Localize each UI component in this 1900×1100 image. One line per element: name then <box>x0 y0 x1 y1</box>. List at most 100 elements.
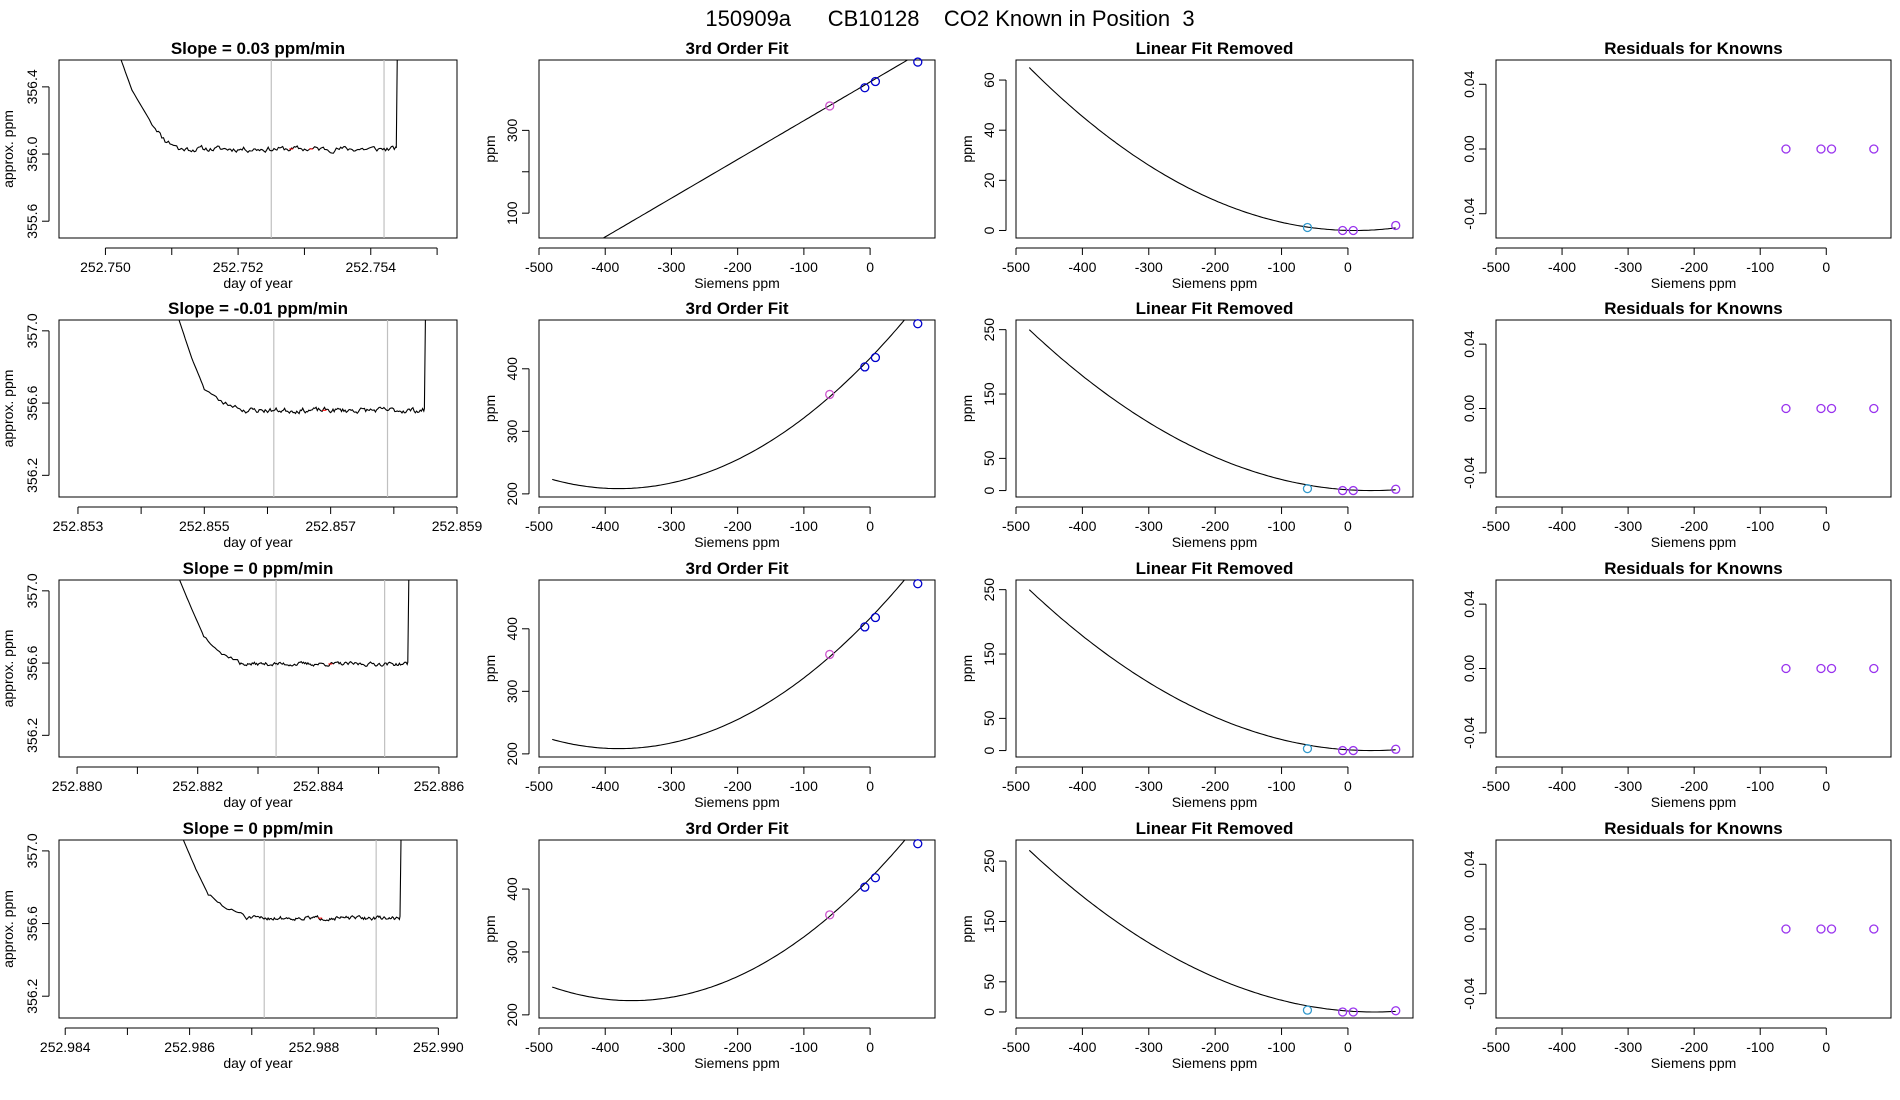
x-tick-label: 0 <box>1344 1039 1352 1055</box>
x-tick-label: 0 <box>1822 518 1830 534</box>
y-tick-label: 0 <box>981 486 997 494</box>
panel-grid: Slope = 0.03 ppm/min 252.750 252.752 252.75… <box>0 39 1892 1071</box>
plot-frame <box>538 839 936 1019</box>
x-axis-label: day of year <box>223 1055 293 1071</box>
y-tick-label: 400 <box>504 617 520 641</box>
x-tick-label: 252.859 <box>432 518 483 534</box>
y-tick-label: 356.0 <box>24 136 40 171</box>
data-point <box>870 352 881 363</box>
y-tick-label: 300 <box>504 118 520 142</box>
y-axis-label: ppm <box>482 655 498 682</box>
data-point <box>860 83 870 93</box>
data-point <box>1781 403 1791 414</box>
y-tick-label: 50 <box>981 450 997 466</box>
plot-area <box>1028 329 1396 492</box>
x-tick-label: -200 <box>1680 259 1708 275</box>
y-tick-label: 300 <box>504 679 520 703</box>
x-tick-label: -100 <box>1746 1039 1774 1055</box>
y-tick-label: 356.4 <box>24 69 40 104</box>
y-tick-label: 356.2 <box>24 458 40 493</box>
y-tick-label: 357.0 <box>24 313 40 348</box>
data-point <box>1348 1007 1358 1017</box>
y-tick-label: 40 <box>981 122 997 138</box>
x-tick-label: -200 <box>724 1039 752 1055</box>
x-tick-label: -500 <box>525 778 553 794</box>
y-tick-label: 60 <box>981 72 997 88</box>
y-tick-label: 357.0 <box>24 833 40 868</box>
x-tick-label: -100 <box>1268 259 1296 275</box>
y-axis-label: ppm <box>959 135 975 162</box>
x-tick-label: 252.986 <box>164 1039 215 1055</box>
x-tick-label: 252.750 <box>80 259 131 275</box>
plot-frame <box>1015 59 1414 239</box>
data-point <box>1826 403 1837 414</box>
x-tick-label: -100 <box>790 1039 818 1055</box>
plot-area <box>120 60 398 238</box>
panel-title: Linear Fit Removed <box>1136 819 1294 838</box>
x-tick-label: -100 <box>1746 778 1774 794</box>
data-point <box>1816 663 1826 674</box>
plot-area <box>552 580 906 750</box>
panel-title: Slope = 0 ppm/min <box>183 559 334 578</box>
data-point <box>1781 663 1791 674</box>
plot-frame <box>1015 319 1414 498</box>
plot-frame <box>1495 579 1892 758</box>
x-tick-label: 0 <box>866 518 874 534</box>
panel-title: Linear Fit Removed <box>1136 299 1294 318</box>
data-point <box>860 622 870 632</box>
x-tick-label: -500 <box>1482 1039 1510 1055</box>
fit-curve <box>552 580 906 750</box>
x-tick-label: 0 <box>866 259 874 275</box>
x-tick-label: -300 <box>657 778 685 794</box>
x-tick-label: -300 <box>1614 1039 1642 1055</box>
fit-curve <box>602 60 909 238</box>
x-tick-label: -100 <box>1268 518 1296 534</box>
x-tick-label: -300 <box>657 1039 685 1055</box>
x-tick-label: 252.984 <box>40 1039 91 1055</box>
x-tick-label: -100 <box>790 778 818 794</box>
x-tick-label: 252.754 <box>345 259 396 275</box>
y-tick-label: 150 <box>981 382 997 406</box>
y-tick-label: 200 <box>504 1003 520 1027</box>
panel-title: 3rd Order Fit <box>686 559 789 578</box>
y-tick-label: 50 <box>981 710 997 726</box>
data-point <box>825 389 835 400</box>
panel-r2c1: Slope = -0.01 ppm/min 252.853 252.855 252.8… <box>0 299 483 550</box>
x-tick-label: -300 <box>1614 778 1642 794</box>
y-tick-label: 356.6 <box>24 645 40 680</box>
plot-frame <box>1015 579 1414 758</box>
x-axis-label: Siemens ppm <box>694 534 780 550</box>
x-tick-label: -200 <box>1201 1039 1229 1055</box>
data-point <box>1348 225 1358 236</box>
panel-r4c1: Slope = 0 ppm/min 252.984 252.986 252.988 25… <box>0 819 464 1071</box>
x-axis-label: Siemens ppm <box>1651 1055 1737 1071</box>
y-axis-label: approx. ppm <box>0 630 16 708</box>
x-tick-label: -500 <box>525 1039 553 1055</box>
y-tick-label: 200 <box>504 742 520 766</box>
data-point <box>913 57 923 67</box>
y-tick-label: 0.04 <box>1461 330 1477 357</box>
x-tick-label: 0 <box>1822 1039 1830 1055</box>
x-axis-label: Siemens ppm <box>1651 534 1737 550</box>
y-tick-label: 0 <box>981 226 997 234</box>
plot-area <box>1028 67 1396 232</box>
x-tick-label: -400 <box>591 1039 619 1055</box>
x-axis-label: day of year <box>223 794 293 810</box>
data-point <box>1391 220 1401 231</box>
data-point <box>1869 924 1879 934</box>
plot-frame <box>58 579 458 758</box>
x-tick-label: -300 <box>1614 259 1642 275</box>
plot-frame <box>538 579 936 758</box>
panel-title: 3rd Order Fit <box>686 299 789 318</box>
plot-frame <box>1015 839 1414 1019</box>
x-tick-label: 0 <box>866 1039 874 1055</box>
data-point <box>1869 663 1879 674</box>
data-point <box>860 362 870 372</box>
y-tick-label: 356.2 <box>24 718 40 753</box>
x-tick-label: 252.880 <box>52 778 103 794</box>
x-tick-label: 0 <box>1344 259 1352 275</box>
x-axis-label: Siemens ppm <box>694 794 780 810</box>
panel-r2c2: 3rd Order Fit -500 -400 -300 -200 -100 0 Siemen… <box>482 299 936 550</box>
y-tick-label: 356.6 <box>24 906 40 941</box>
plot-frame <box>58 319 458 498</box>
